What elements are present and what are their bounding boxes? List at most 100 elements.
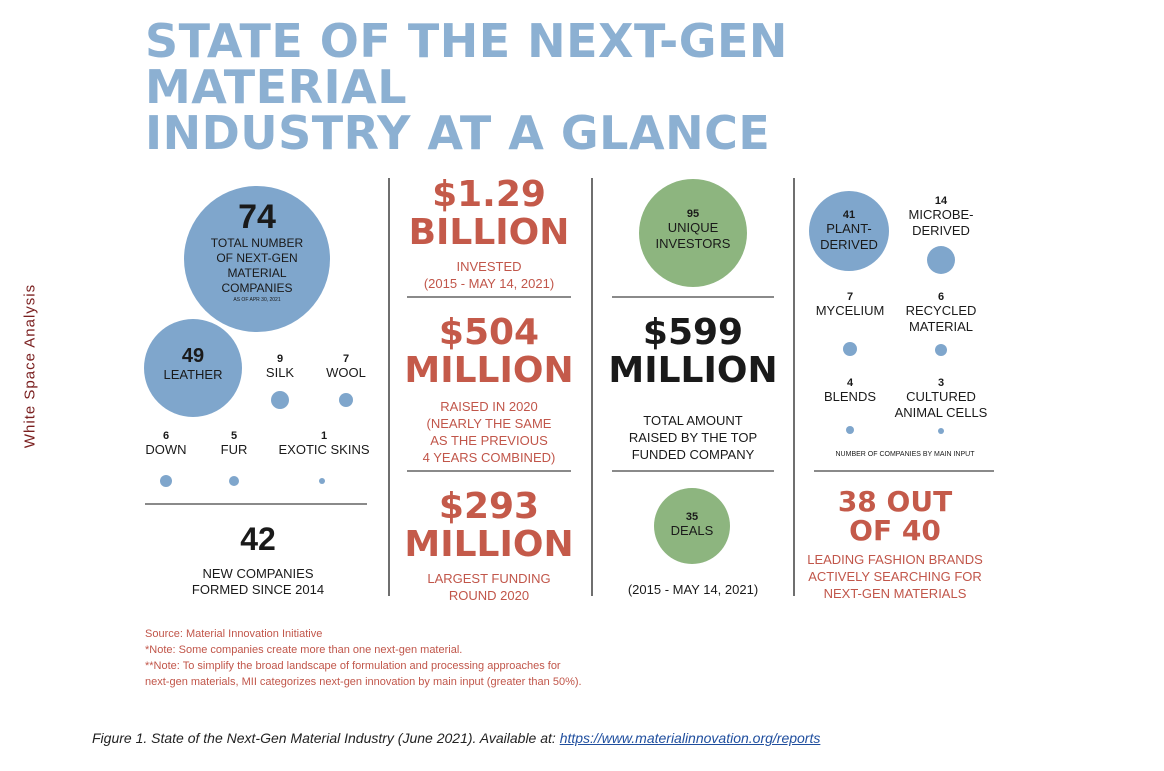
microbe-derived-label-1: MICROBE-	[908, 207, 974, 222]
new-companies-label-1: NEW COMPANIES	[202, 566, 314, 581]
figure-caption-text: Figure 1. State of the Next-Gen Material…	[92, 730, 560, 746]
invested-amount: $1.29	[432, 174, 546, 215]
investors-label-2: INVESTORS	[655, 236, 731, 251]
microbe-derived-number: 14	[934, 195, 948, 207]
footnote-note-1: *Note: Some companies create more than o…	[145, 644, 463, 656]
leather-label: LEATHER	[163, 367, 223, 382]
deals-block: 35 DEALS	[654, 511, 730, 539]
recycled-label-1: RECYCLED	[905, 303, 977, 318]
raised-label-3: AS THE PREVIOUS	[430, 433, 548, 448]
brands-label-1: LEADING FASHION BRANDS	[807, 552, 983, 567]
silk-block: 9 SILK	[255, 353, 305, 381]
down-label: DOWN	[145, 442, 187, 457]
down-number: 6	[162, 430, 170, 442]
deals-label: DEALS	[670, 523, 714, 538]
raised-label-1: RAISED IN 2020	[440, 399, 538, 414]
leather-number: 49	[181, 345, 205, 367]
total-companies-block: 74 TOTAL NUMBER OF NEXT-GEN MATERIAL COM…	[184, 198, 330, 304]
cultured-label-2: ANIMAL CELLS	[894, 405, 988, 420]
footnote-note-2a: **Note: To simplify the broad landscape …	[145, 660, 561, 672]
fur-dot	[229, 476, 239, 486]
divider-3	[793, 178, 795, 596]
fur-number: 5	[230, 430, 238, 442]
cultured-dot	[938, 428, 944, 434]
raised-label-2: (NEARLY THE SAME	[426, 416, 552, 431]
blends-label: BLENDS	[823, 389, 877, 404]
plant-derived-circle	[809, 191, 889, 271]
investors-circle	[639, 179, 747, 287]
investors-block: 95 UNIQUE INVESTORS	[639, 208, 747, 252]
leather-circle	[144, 319, 242, 417]
col3-separator-1	[612, 296, 774, 298]
cultured-number: 3	[937, 377, 945, 389]
total-as-of: AS OF APR 30, 2021	[233, 297, 281, 303]
wool-dot	[339, 393, 353, 407]
down-dot	[160, 475, 172, 487]
cultured-label-1: CULTURED	[906, 389, 976, 404]
microbe-derived-label-2: DERIVED	[912, 223, 970, 238]
invested-label: INVESTED	[456, 259, 522, 274]
investors-number: 95	[686, 208, 700, 220]
fur-label: FUR	[220, 442, 248, 457]
recycled-number: 6	[937, 291, 945, 303]
down-block: 6 DOWN	[136, 430, 196, 458]
raised-2020-block: $504 MILLION RAISED IN 2020 (NEARLY THE …	[398, 314, 580, 466]
new-companies-number: 42	[240, 521, 276, 557]
page-title: STATE OF THE NEXT-GEN MATERIAL INDUSTRY …	[145, 18, 1045, 156]
blends-number: 4	[846, 377, 854, 389]
deals-period: (2015 - MAY 14, 2021)	[627, 582, 759, 597]
total-label-3: MATERIAL	[227, 266, 287, 280]
figure-caption: Figure 1. State of the Next-Gen Material…	[92, 730, 1092, 746]
blends-dot	[846, 426, 854, 434]
deals-number: 35	[685, 511, 699, 523]
silk-number: 9	[276, 353, 284, 365]
total-label-4: COMPANIES	[221, 281, 293, 295]
largest-unit: MILLION	[404, 524, 574, 565]
exotic-number: 1	[320, 430, 328, 442]
mycelium-block: 7 MYCELIUM	[810, 291, 890, 319]
top-funded-amount: $599	[642, 312, 744, 353]
mycelium-dot	[843, 342, 857, 356]
invested-block: $1.29 BILLION INVESTED (2015 - MAY 14, 2…	[398, 176, 580, 292]
new-companies-block: 42 NEW COMPANIES FORMED SINCE 2014	[145, 520, 371, 598]
exotic-dot	[319, 478, 325, 484]
microbe-derived-block: 14 MICROBE- DERIVED	[898, 195, 984, 239]
input-note: NUMBER OF COMPANIES BY MAIN INPUT	[835, 451, 975, 458]
mycelium-label: MYCELIUM	[815, 303, 885, 318]
exotic-label: EXOTIC SKINS	[278, 442, 370, 457]
largest-round-block: $293 MILLION LARGEST FUNDING ROUND 2020	[398, 488, 580, 604]
new-companies-label-2: FORMED SINCE 2014	[191, 582, 325, 597]
silk-label: SILK	[265, 365, 295, 380]
silk-dot	[271, 391, 289, 409]
recycled-label-2: MATERIAL	[908, 319, 974, 334]
invested-period: (2015 - MAY 14, 2021)	[423, 276, 555, 291]
largest-amount: $293	[438, 486, 540, 527]
wool-number: 7	[342, 353, 350, 365]
largest-label-1: LARGEST FUNDING	[427, 571, 551, 586]
largest-label-2: ROUND 2020	[448, 588, 530, 603]
title-line-2: INDUSTRY AT A GLANCE	[145, 106, 771, 160]
divider-2	[591, 178, 593, 596]
figure-caption-link[interactable]: https://www.materialinnovation.org/repor…	[559, 730, 821, 746]
footnote-note-2b: next-gen materials, MII categorizes next…	[145, 676, 582, 688]
leather-block: 49 LEATHER	[144, 345, 242, 383]
divider-1	[388, 178, 390, 596]
title-line-1: STATE OF THE NEXT-GEN MATERIAL	[145, 14, 788, 114]
total-companies-number: 74	[238, 198, 276, 236]
col4-separator	[814, 470, 994, 472]
col2-separator-2	[407, 470, 571, 472]
plant-derived-label-1: PLANT-	[826, 221, 872, 236]
top-funded-label-1: TOTAL AMOUNT	[643, 413, 743, 428]
microbe-derived-dot	[927, 246, 955, 274]
footnotes: Source: Material Innovation Initiative *…	[145, 626, 845, 690]
wool-block: 7 WOOL	[316, 353, 376, 381]
brands-label-2: ACTIVELY SEARCHING FOR	[808, 569, 982, 584]
plant-derived-label-2: DERIVED	[820, 237, 878, 252]
col1-separator	[145, 503, 367, 505]
blends-block: 4 BLENDS	[810, 377, 890, 405]
col3-separator-2	[612, 470, 774, 472]
investors-label-1: UNIQUE	[667, 220, 719, 235]
total-companies-circle	[184, 186, 330, 332]
total-label-1: TOTAL NUMBER	[210, 236, 304, 250]
side-label: White Space Analysis	[21, 283, 39, 449]
